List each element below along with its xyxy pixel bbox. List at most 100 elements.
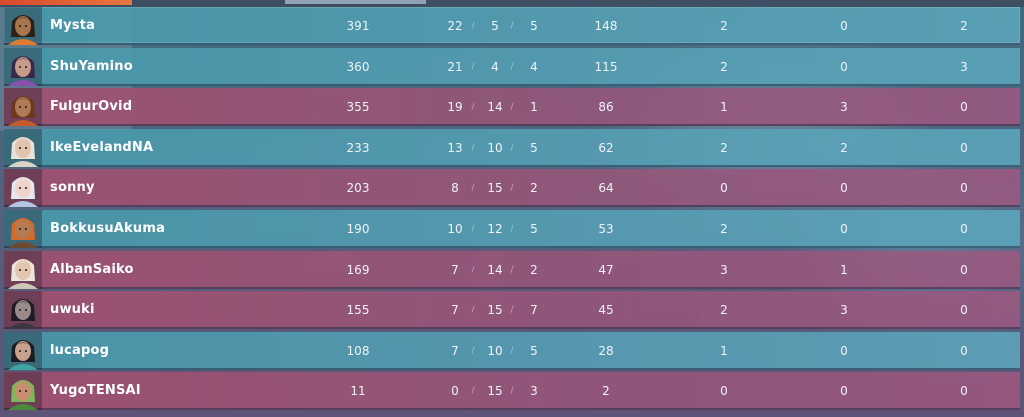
defuses: 0: [960, 181, 968, 196]
kills: 7: [451, 303, 459, 318]
assists: 2: [530, 262, 538, 277]
player-row[interactable]: AlbanSaiko 169 7 / 14 / 2 47 3 1 0: [4, 250, 1020, 289]
player-row[interactable]: uwuki 155 7 / 15 / 7 45 2 3 0: [4, 291, 1020, 330]
combat-score: 355: [346, 100, 370, 115]
combat-score: 11: [350, 384, 366, 399]
kills: 0: [451, 384, 459, 399]
kda-separator: /: [510, 386, 514, 397]
kda-separator: /: [510, 142, 514, 153]
kda-separator: /: [510, 305, 514, 316]
plants: 0: [840, 384, 848, 399]
first-bloods: 1: [720, 100, 728, 115]
assists: 1: [530, 100, 538, 115]
agent-portrait-icon: [4, 372, 42, 411]
player-name[interactable]: lucapog: [50, 342, 110, 358]
econ-rating: 28: [598, 343, 614, 358]
defuses: 0: [960, 303, 968, 318]
defuses: 2: [960, 19, 968, 33]
player-row[interactable]: ShuYamino 360 21 / 4 / 4 115 2 0 3: [4, 47, 1020, 86]
player-row[interactable]: IkeEvelandNA 233 13 / 10 / 5 62 2 2 0: [4, 128, 1020, 167]
deaths: 15: [487, 384, 503, 399]
defuses: 0: [960, 262, 968, 277]
first-bloods: 1: [720, 343, 728, 358]
assists: 5: [530, 140, 538, 155]
deaths: 10: [487, 140, 503, 155]
player-row[interactable]: FulgurOvid 355 19 / 14 / 1 86 1 3 0: [4, 88, 1020, 127]
plants: 2: [840, 140, 848, 155]
assists: 2: [530, 181, 538, 196]
kills: 10: [447, 222, 463, 236]
player-row[interactable]: BokkusuAkuma 190 10 / 12 / 5 53 2 0 0: [4, 210, 1020, 248]
player-row[interactable]: lucapog 108 7 / 10 / 5 28 1 0 0: [4, 331, 1020, 370]
first-bloods: 2: [720, 19, 728, 33]
plants: 0: [840, 343, 848, 358]
player-row[interactable]: YugoTENSAI 11 0 / 15 / 3 2 0 0 0: [4, 372, 1020, 411]
scoreboard-header-strip: [0, 0, 1024, 7]
assists: 5: [530, 19, 538, 33]
assists: 3: [530, 384, 538, 399]
deaths: 15: [487, 303, 503, 318]
kda-separator: /: [510, 183, 514, 194]
combat-score: 169: [346, 262, 370, 277]
econ-rating: 47: [598, 262, 614, 277]
combat-score: 155: [346, 303, 370, 318]
plants: 0: [840, 181, 848, 196]
kda-separator: /: [510, 264, 514, 275]
econ-rating: 45: [598, 303, 614, 318]
deaths: 15: [487, 181, 503, 196]
kda-separator: /: [471, 305, 475, 316]
assists: 7: [530, 303, 538, 318]
first-bloods: 3: [720, 262, 728, 277]
player-row[interactable]: sonny 203 8 / 15 / 2 64 0 0 0: [4, 169, 1020, 208]
kills: 8: [451, 181, 459, 196]
combat-score: 233: [346, 140, 370, 155]
player-name[interactable]: FulgurOvid: [50, 99, 133, 115]
player-name[interactable]: sonny: [50, 180, 95, 196]
econ-rating: 53: [598, 222, 614, 236]
plants: 0: [840, 59, 848, 74]
kills: 19: [447, 100, 463, 115]
assists: 5: [530, 343, 538, 358]
active-tab-indicator: [285, 0, 426, 4]
agent-portrait-icon: [4, 250, 42, 289]
player-name[interactable]: uwuki: [50, 302, 95, 318]
kda-separator: /: [471, 102, 475, 113]
deaths: 10: [487, 343, 503, 358]
plants: 0: [840, 222, 848, 236]
kda-separator: /: [471, 345, 475, 356]
kda-separator: /: [510, 224, 514, 234]
deaths: 14: [487, 262, 503, 277]
agent-portrait-icon: [4, 291, 42, 330]
plants: 3: [840, 100, 848, 115]
player-name[interactable]: YugoTENSAI: [50, 383, 141, 399]
kills: 7: [451, 343, 459, 358]
first-bloods: 2: [720, 140, 728, 155]
deaths: 14: [487, 100, 503, 115]
defuses: 0: [960, 384, 968, 399]
agent-portrait-icon: [4, 47, 42, 86]
player-name[interactable]: BokkusuAkuma: [50, 221, 166, 236]
agent-portrait-icon: [4, 128, 42, 167]
first-bloods: 2: [720, 59, 728, 74]
defuses: 0: [960, 140, 968, 155]
kda-separator: /: [471, 61, 475, 72]
plants: 1: [840, 262, 848, 277]
defuses: 0: [960, 222, 968, 236]
kda-separator: /: [471, 386, 475, 397]
econ-rating: 86: [598, 100, 614, 115]
player-name[interactable]: Mysta: [50, 18, 96, 33]
player-name[interactable]: AlbanSaiko: [50, 261, 134, 277]
combat-score: 360: [346, 59, 370, 74]
agent-portrait-icon: [4, 7, 42, 45]
player-name[interactable]: ShuYamino: [50, 58, 133, 74]
kills: 22: [447, 19, 463, 33]
agent-portrait-icon: [4, 88, 42, 127]
kda-separator: /: [471, 142, 475, 153]
kills: 13: [447, 140, 463, 155]
player-name[interactable]: IkeEvelandNA: [50, 139, 154, 155]
assists: 4: [530, 59, 538, 74]
combat-score: 190: [346, 222, 370, 236]
kda-separator: /: [510, 61, 514, 72]
first-bloods: 2: [720, 222, 728, 236]
player-row[interactable]: Mysta 391 22 / 5 / 5 148 2 0 2: [4, 7, 1020, 45]
